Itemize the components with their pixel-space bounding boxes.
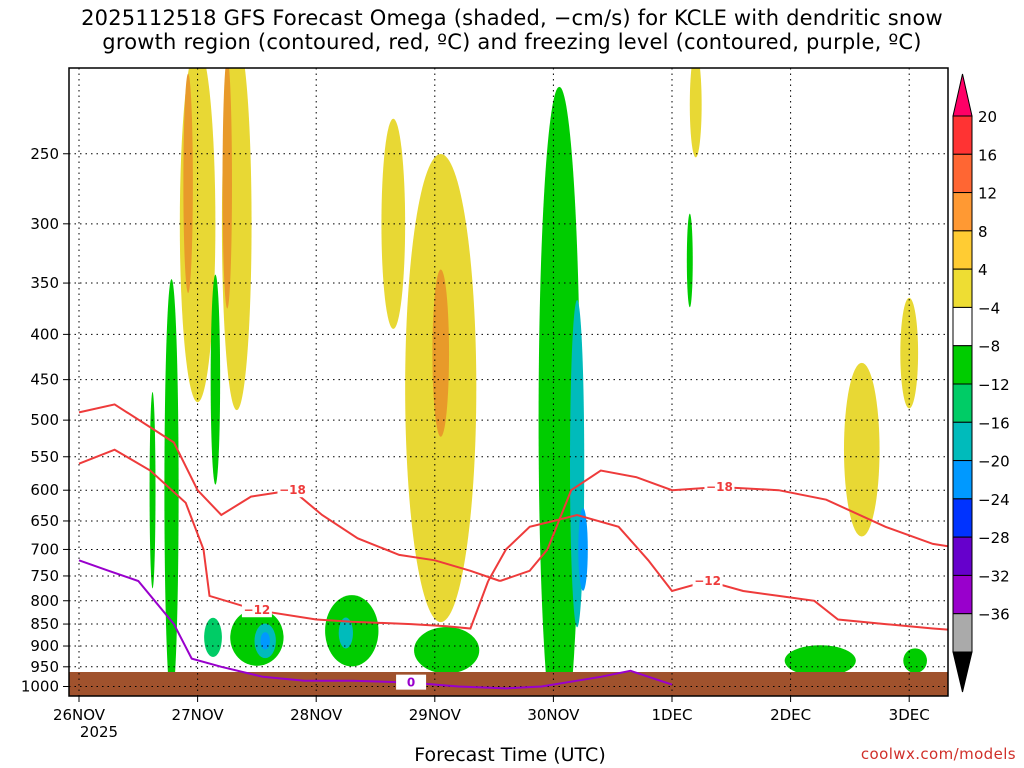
y-tick-label-550: 550: [30, 448, 59, 466]
y-tick-label-300: 300: [30, 215, 59, 233]
dgz-contour-line-1: [499, 469, 948, 582]
colorbar-label-13: −36: [978, 606, 1010, 624]
omega-region-8: [432, 269, 450, 437]
omega-region-3: [222, 68, 232, 309]
x-tick-label-2: 28NOV: [290, 706, 343, 724]
dgz-contour-label-0: −18: [279, 483, 306, 497]
dgz-contour-line-3: [487, 513, 948, 631]
colorbar-label-4: 4: [978, 261, 988, 279]
y-tick-label-250: 250: [30, 145, 59, 163]
y-axis-ticks: 250 300 350 400 450 500 550 600 650 700 750 800 850 9…: [21, 145, 69, 696]
omega-region-4: [164, 279, 179, 696]
dgz-contour-label-bg-1: [704, 478, 735, 494]
colorbar-segment-4: [952, 268, 973, 308]
x-tick-label-1: 27NOV: [172, 706, 225, 724]
chart-title: 2025112518 GFS Forecast Omega (shaded, −…: [0, 6, 1024, 54]
freezing-contour-label-0: 0: [407, 676, 415, 690]
y-tick-label-450: 450: [30, 371, 59, 389]
colorbar-segment-9: [952, 460, 973, 500]
dgz-contour-label-bg-0: [277, 482, 308, 498]
colorbar-label-1: 16: [978, 146, 997, 164]
x-tick-label-6: 2DEC: [770, 706, 811, 724]
y-tick-label-600: 600: [30, 481, 59, 499]
colorbar-label-0: 20: [978, 108, 997, 126]
omega-region-18: [338, 617, 353, 649]
omega-region-15: [260, 632, 270, 650]
source-credit: coolwx.com/models: [860, 745, 1016, 763]
y-tick-label-800: 800: [30, 592, 59, 610]
omega-region-2: [183, 73, 193, 293]
y-tick-label-350: 350: [30, 274, 59, 292]
temperature-contours: −18 −18 −12 −12 0: [78, 403, 948, 690]
y-tick-label-500: 500: [30, 411, 59, 429]
x-tick-label-7: 3DEC: [889, 706, 930, 724]
colorbar-top-triangle: [952, 73, 973, 117]
colorbar-segment-10: [952, 498, 973, 538]
omega-region-9: [381, 118, 406, 329]
colorbar-bottom-triangle: [952, 651, 973, 693]
plot-frame: [68, 67, 949, 697]
colorbar-segment-2: [952, 192, 973, 232]
dgz-contour-label-bg-2: [241, 602, 272, 618]
colorbar-segment-12: [952, 574, 973, 615]
colorbar: 20 16 12 8 4 −4 −8 −12 −16 −20 −24 −28 −32 −36: [952, 73, 1010, 693]
omega-region-19: [414, 627, 480, 674]
dgz-contour-label-bg-3: [692, 573, 723, 589]
x-axis-label: Forecast Time (UTC): [414, 744, 606, 766]
freezing-contour-line-0: [78, 559, 673, 690]
colorbar-label-9: −20: [978, 453, 1010, 471]
omega-region-22: [843, 362, 880, 537]
colorbar-label-5: −4: [978, 299, 1000, 317]
colorbar-label-12: −32: [978, 567, 1010, 585]
colorbar-segment-13: [952, 613, 973, 653]
colorbar-segment-1: [952, 153, 973, 194]
colorbar-label-11: −28: [978, 529, 1010, 547]
y-tick-label-850: 850: [30, 615, 59, 633]
colorbar-segment-11: [952, 536, 973, 576]
colorbar-label-6: −8: [978, 338, 1000, 356]
colorbar-segment-3: [952, 230, 973, 270]
grid-lines: [69, 68, 948, 696]
y-tick-label-400: 400: [30, 325, 59, 343]
colorbar-label-3: 8: [978, 223, 988, 241]
x-tick-label-0: 26NOV: [53, 706, 106, 724]
omega-region-16: [204, 617, 222, 658]
x-tick-label-3: 29NOV: [409, 706, 462, 724]
omega-region-20: [784, 645, 856, 677]
x-tick-label-4: 30NOV: [527, 706, 580, 724]
ground-surface: [69, 672, 948, 696]
colorbar-segment-5: [952, 306, 973, 347]
dgz-contour-label-2: −12: [244, 603, 271, 617]
colorbar-label-10: −24: [978, 491, 1010, 509]
colorbar-label-8: −16: [978, 414, 1010, 432]
omega-region-12: [578, 508, 588, 591]
colorbar-segment-7: [952, 383, 973, 423]
colorbar-label-7: −12: [978, 376, 1010, 394]
colorbar-segment-6: [952, 345, 973, 385]
y-tick-label-1000: 1000: [21, 678, 59, 696]
x-axis-ticks: 26NOV 27NOV 28NOV 29NOV 30NOV 1DEC 2DEC 3DEC 202…: [53, 696, 930, 741]
omega-region-23: [900, 297, 919, 409]
colorbar-label-2: 12: [978, 185, 997, 203]
y-tick-label-950: 950: [30, 658, 59, 676]
y-tick-label-700: 700: [30, 540, 59, 558]
x-year-label: 2025: [80, 723, 118, 741]
dgz-contour-label-3: −12: [694, 574, 721, 588]
freezing-contour-label-bg-0: [396, 674, 427, 690]
omega-region-21: [903, 648, 927, 674]
omega-region-24: [689, 68, 702, 158]
y-tick-label-900: 900: [30, 637, 59, 655]
colorbar-segment-0: [952, 115, 973, 155]
y-tick-label-750: 750: [30, 567, 59, 585]
omega-region-5: [210, 274, 221, 485]
x-tick-label-5: 1DEC: [651, 706, 692, 724]
chart-title-line-1: 2025112518 GFS Forecast Omega (shaded, −…: [81, 6, 943, 30]
colorbar-segment-8: [952, 421, 973, 462]
dgz-contour-label-1: −18: [706, 480, 733, 494]
omega-region-25: [686, 213, 693, 308]
y-tick-label-650: 650: [30, 512, 59, 530]
chart-title-line-2: growth region (contoured, red, ºC) and f…: [102, 30, 922, 54]
omega-shading: [149, 68, 927, 696]
